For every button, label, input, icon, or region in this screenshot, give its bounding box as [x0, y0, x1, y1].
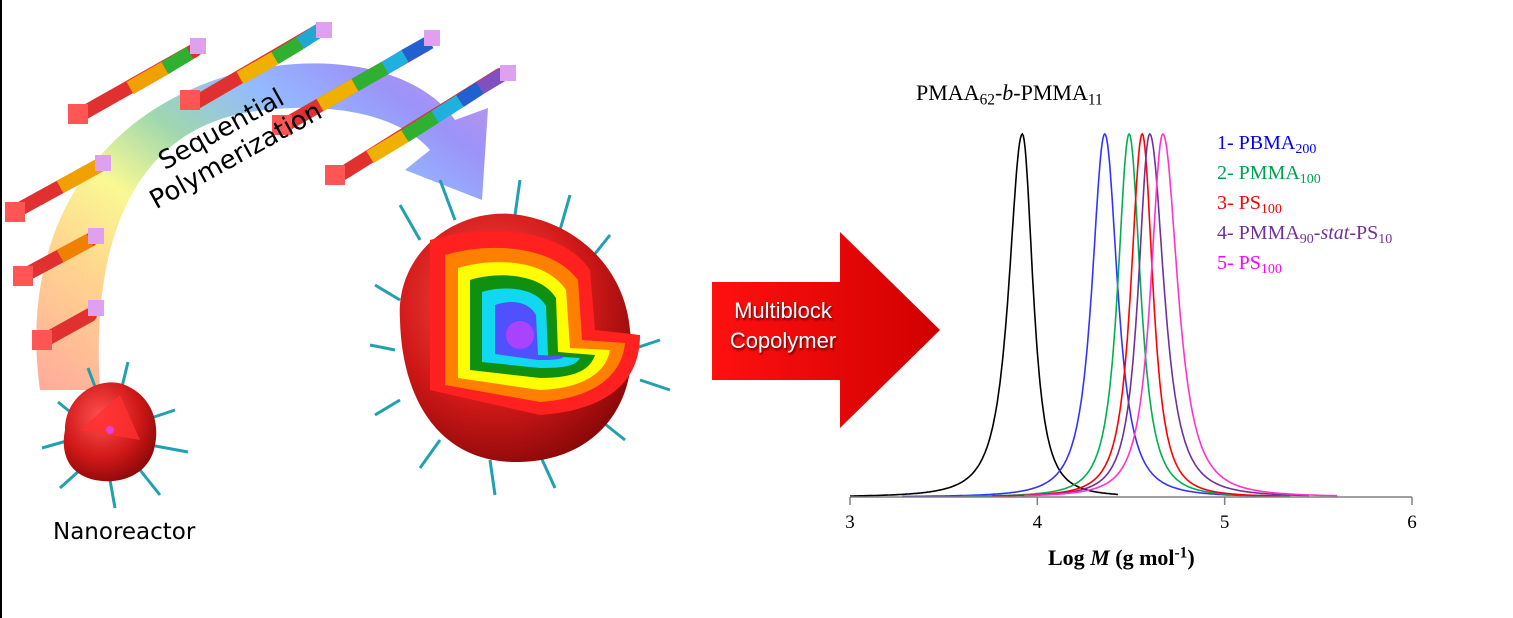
nanoreactor-particle: [41, 361, 189, 509]
nanoreactor-label: Nanoreactor: [53, 519, 196, 545]
x-tick-label: 5: [1219, 512, 1230, 533]
chain-1: [68, 38, 206, 124]
x-tick-label: 4: [1032, 512, 1043, 533]
x-axis-label: Log M (g mol-1): [1048, 544, 1195, 570]
x-tick-label: 6: [1407, 512, 1417, 533]
x-tick-label: 3: [845, 512, 855, 533]
chain-6: [13, 228, 104, 286]
multiblock-arrow: [712, 232, 940, 428]
legend-item-2: 2- PMMA100: [1217, 162, 1321, 188]
arrow-label-line-2: Copolymer: [729, 328, 837, 353]
legend-item-5: 5- PS100: [1217, 252, 1282, 278]
series-curve: [1022, 132, 1309, 497]
series-curve: [1024, 132, 1338, 497]
chart-legend: 1- PBMA200 2- PMMA100 3- PS100 4- PMMA90…: [1217, 128, 1392, 278]
legend-item-1: 1- PBMA200: [1217, 132, 1317, 158]
left-border: [0, 0, 2, 618]
particle-cutaway: [430, 231, 640, 415]
chain-7: [32, 300, 104, 350]
chain-4: [325, 65, 516, 185]
series-curve: [850, 132, 1118, 497]
chain-3: [272, 30, 440, 135]
multiblock-copolymer-label: Multiblock Copolymer: [722, 296, 844, 356]
chart-title: PMAA62-b-PMMA11: [916, 80, 1103, 109]
chart-curves: [850, 132, 1338, 498]
arrow-label-line-1: Multiblock: [734, 298, 832, 323]
legend-item-4: 4- PMMA90-stat-PS10: [1217, 222, 1393, 248]
legend-item-3: 3- PS100: [1217, 192, 1282, 218]
chain-2: [180, 22, 332, 110]
x-axis-ticks: [849, 497, 1413, 505]
chain-5: [5, 155, 111, 222]
process-arc-arrow: [36, 63, 488, 391]
polymer-chains: [5, 22, 516, 350]
multiblock-particle: [369, 179, 671, 496]
